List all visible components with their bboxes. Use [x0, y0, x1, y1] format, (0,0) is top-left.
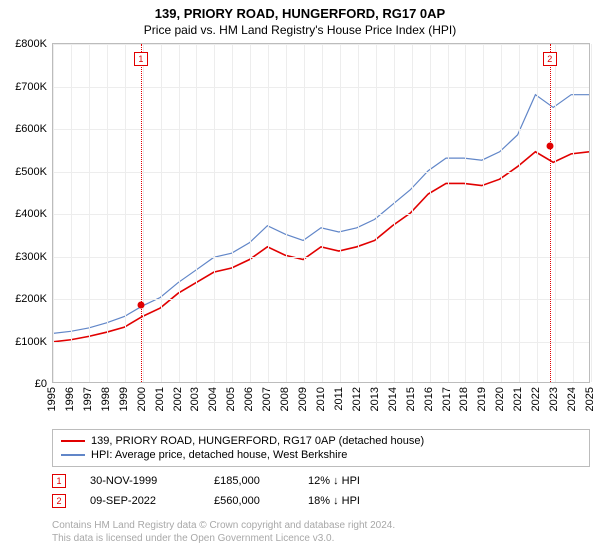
y-axis-label: £100K: [15, 336, 47, 348]
x-axis-label: 2021: [512, 387, 524, 411]
price-chart: £0£100K£200K£300K£400K£500K£600K£700K£80…: [52, 43, 590, 383]
legend-swatch-blue: [61, 454, 85, 456]
x-axis-label: 2019: [476, 387, 488, 411]
transaction-dot: [546, 143, 553, 150]
x-axis-label: 2023: [548, 387, 560, 411]
y-axis-label: £400K: [15, 208, 47, 220]
x-axis-label: 2012: [351, 387, 363, 411]
x-axis-label: 2020: [494, 387, 506, 411]
x-axis-label: 2024: [566, 387, 578, 411]
footer-attribution: Contains HM Land Registry data © Crown c…: [52, 519, 590, 545]
x-axis-label: 2014: [387, 387, 399, 411]
transaction-vline: [550, 44, 551, 382]
x-axis-label: 2002: [172, 387, 184, 411]
x-axis-label: 1997: [82, 387, 94, 411]
x-axis-label: 2008: [279, 387, 291, 411]
x-axis-label: 2000: [136, 387, 148, 411]
y-axis-label: £200K: [15, 293, 47, 305]
legend-label-red: 139, PRIORY ROAD, HUNGERFORD, RG17 0AP (…: [91, 435, 424, 447]
x-axis-label: 2013: [369, 387, 381, 411]
legend-label-blue: HPI: Average price, detached house, West…: [91, 449, 347, 461]
footer-line-1: Contains HM Land Registry data © Crown c…: [52, 519, 590, 532]
y-axis-label: £500K: [15, 166, 47, 178]
x-axis-labels: 1995199619971998199920002001200220032004…: [52, 383, 590, 423]
chart-title: 139, PRIORY ROAD, HUNGERFORD, RG17 0AP: [0, 0, 600, 21]
x-axis-label: 2017: [441, 387, 453, 411]
transaction-marker-box: 2: [543, 52, 557, 66]
legend-row-blue: HPI: Average price, detached house, West…: [61, 448, 581, 462]
transaction-vline: [141, 44, 142, 382]
transaction-price: £560,000: [214, 495, 284, 507]
x-axis-label: 2006: [243, 387, 255, 411]
chart-subtitle: Price paid vs. HM Land Registry's House …: [0, 21, 600, 43]
x-axis-label: 1995: [46, 387, 58, 411]
transaction-row: 1 30-NOV-1999 £185,000 12% ↓ HPI: [52, 471, 590, 491]
x-axis-label: 2010: [315, 387, 327, 411]
y-axis-label: £300K: [15, 251, 47, 263]
transaction-marker-2: 2: [52, 494, 66, 508]
transaction-price: £185,000: [214, 475, 284, 487]
y-axis-label: £600K: [15, 123, 47, 135]
transaction-table: 1 30-NOV-1999 £185,000 12% ↓ HPI 2 09-SE…: [52, 471, 590, 511]
transaction-pct: 12% ↓ HPI: [308, 475, 388, 487]
x-axis-label: 1998: [100, 387, 112, 411]
transaction-marker-box: 1: [134, 52, 148, 66]
legend: 139, PRIORY ROAD, HUNGERFORD, RG17 0AP (…: [52, 429, 590, 467]
legend-swatch-red: [61, 440, 85, 442]
x-axis-label: 2001: [154, 387, 166, 411]
x-axis-label: 2003: [189, 387, 201, 411]
x-axis-label: 2018: [458, 387, 470, 411]
x-axis-label: 2011: [333, 387, 345, 411]
transaction-marker-1: 1: [52, 474, 66, 488]
footer-line-2: This data is licensed under the Open Gov…: [52, 532, 590, 545]
transaction-pct: 18% ↓ HPI: [308, 495, 388, 507]
transaction-date: 30-NOV-1999: [90, 475, 190, 487]
transaction-row: 2 09-SEP-2022 £560,000 18% ↓ HPI: [52, 491, 590, 511]
chart-svg: [53, 44, 589, 382]
x-axis-label: 2016: [423, 387, 435, 411]
y-axis-label: £700K: [15, 81, 47, 93]
x-axis-label: 2009: [297, 387, 309, 411]
x-axis-label: 2025: [584, 387, 596, 411]
x-axis-label: 1999: [118, 387, 130, 411]
y-axis-label: £800K: [15, 38, 47, 50]
x-axis-label: 2007: [261, 387, 273, 411]
transaction-dot: [137, 302, 144, 309]
x-axis-label: 2022: [530, 387, 542, 411]
x-axis-label: 2015: [405, 387, 417, 411]
x-axis-label: 2004: [207, 387, 219, 411]
line-property: [53, 152, 589, 342]
x-axis-label: 1996: [64, 387, 76, 411]
transaction-date: 09-SEP-2022: [90, 495, 190, 507]
legend-row-red: 139, PRIORY ROAD, HUNGERFORD, RG17 0AP (…: [61, 434, 581, 448]
x-axis-label: 2005: [225, 387, 237, 411]
